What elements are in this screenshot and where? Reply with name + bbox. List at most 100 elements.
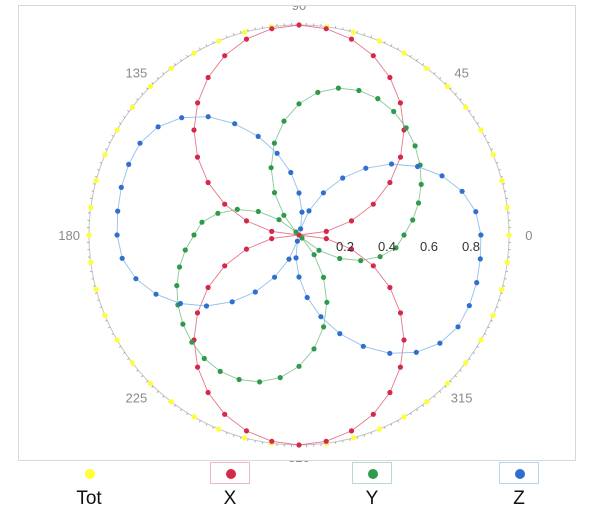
- ring-tick: [356, 31, 358, 34]
- data-point-x: [222, 411, 228, 417]
- data-point-z: [294, 238, 300, 244]
- legend-item-tot[interactable]: Tot: [59, 462, 119, 510]
- data-point-z: [340, 175, 346, 181]
- legend-dot-x: [226, 469, 236, 479]
- data-point-tot: [93, 178, 99, 184]
- data-point-y: [401, 232, 407, 238]
- ring-tick: [496, 162, 499, 164]
- data-point-z: [299, 209, 305, 215]
- data-point-z: [272, 274, 278, 280]
- data-point-tot: [191, 414, 197, 420]
- ring-tick: [141, 375, 144, 378]
- data-point-x: [269, 236, 275, 242]
- data-point-z: [360, 343, 366, 349]
- ring-tick: [105, 320, 108, 322]
- angle-tick-label: 180: [58, 228, 80, 243]
- data-point-tot: [499, 178, 505, 184]
- data-point-y: [393, 245, 399, 251]
- data-point-x: [370, 53, 376, 59]
- data-point-y: [311, 252, 317, 258]
- data-point-x: [348, 218, 355, 224]
- ring-tick: [472, 116, 476, 118]
- ring-tick: [174, 404, 176, 407]
- data-point-z: [114, 232, 120, 238]
- data-point-y: [293, 229, 299, 235]
- ring-tick: [226, 35, 228, 38]
- ring-tick: [454, 375, 457, 378]
- data-point-x: [191, 127, 197, 133]
- data-point-x: [243, 36, 250, 42]
- data-point-x: [370, 201, 376, 207]
- data-point-x: [387, 179, 393, 186]
- data-point-x: [222, 53, 228, 59]
- radius-tick-label: 0.2: [336, 239, 354, 254]
- legend-item-z[interactable]: Z: [489, 462, 549, 510]
- data-point-z: [320, 190, 326, 196]
- data-point-tot: [350, 435, 356, 441]
- ring-tick: [416, 408, 418, 412]
- data-point-x: [269, 438, 275, 444]
- data-point-tot: [147, 380, 154, 387]
- polar-plot: 0 45 90 135 180 225 270 315 0.2 0.4 0.6 0.8: [58, 6, 532, 462]
- data-point-x: [397, 364, 403, 370]
- data-point-z: [474, 280, 480, 286]
- ring-tick: [433, 72, 436, 75]
- legend-label-z: Z: [513, 488, 525, 509]
- angle-tick-label: 0: [525, 228, 532, 243]
- ring-tick: [484, 135, 487, 137]
- data-point-tot: [168, 399, 174, 405]
- ring-tick: [151, 82, 154, 85]
- legend-dot-z: [515, 469, 525, 479]
- angle-tick-label: 90: [292, 6, 306, 13]
- ring-tick: [390, 423, 393, 426]
- data-point-tot: [88, 205, 94, 211]
- ring-tick: [97, 169, 100, 171]
- ring-tick: [199, 420, 201, 423]
- ring-tick: [186, 54, 189, 58]
- data-point-y: [255, 208, 261, 215]
- data-point-z: [179, 115, 185, 121]
- ring-tick: [487, 141, 490, 144]
- ring-tick: [247, 29, 249, 32]
- data-point-x: [205, 74, 211, 81]
- ring-tick: [490, 148, 493, 150]
- ring-tick: [370, 35, 372, 38]
- ring-tick: [99, 306, 102, 308]
- data-point-y: [234, 206, 240, 212]
- legend-item-y[interactable]: Y: [342, 462, 402, 510]
- ring-tick: [180, 58, 182, 62]
- data-point-x: [195, 100, 201, 106]
- ring-tick: [162, 72, 165, 75]
- ring-tick: [118, 122, 122, 125]
- data-point-y: [296, 363, 302, 369]
- data-point-x: [195, 364, 201, 370]
- data-point-y: [281, 212, 287, 218]
- data-point-x: [205, 179, 211, 186]
- ring-tick: [496, 306, 499, 308]
- ring-tick: [156, 390, 159, 393]
- data-point-tot: [444, 83, 451, 90]
- ring-tick: [459, 369, 462, 372]
- data-point-z: [298, 226, 304, 232]
- radius-tick-label: 0.4: [378, 239, 396, 254]
- ring-tick: [205, 44, 208, 47]
- ring-tick: [500, 292, 503, 294]
- data-point-z: [119, 255, 125, 261]
- ring-tick: [105, 148, 108, 150]
- data-point-z: [288, 169, 294, 176]
- data-point-z: [205, 114, 211, 120]
- data-point-z: [296, 190, 302, 196]
- data-point-x: [222, 263, 228, 269]
- legend-item-x[interactable]: X: [200, 462, 260, 510]
- legend-swatch-x: [210, 462, 250, 484]
- ring-tick: [490, 320, 493, 322]
- data-point-z: [137, 140, 143, 146]
- data-point-y: [277, 375, 283, 381]
- data-point-y: [321, 324, 327, 330]
- ring-tick: [459, 98, 462, 101]
- data-point-x: [387, 284, 393, 291]
- data-point-x: [348, 36, 355, 42]
- data-point-tot: [376, 38, 382, 44]
- ring-tick: [108, 141, 111, 144]
- ring-tick: [397, 47, 399, 50]
